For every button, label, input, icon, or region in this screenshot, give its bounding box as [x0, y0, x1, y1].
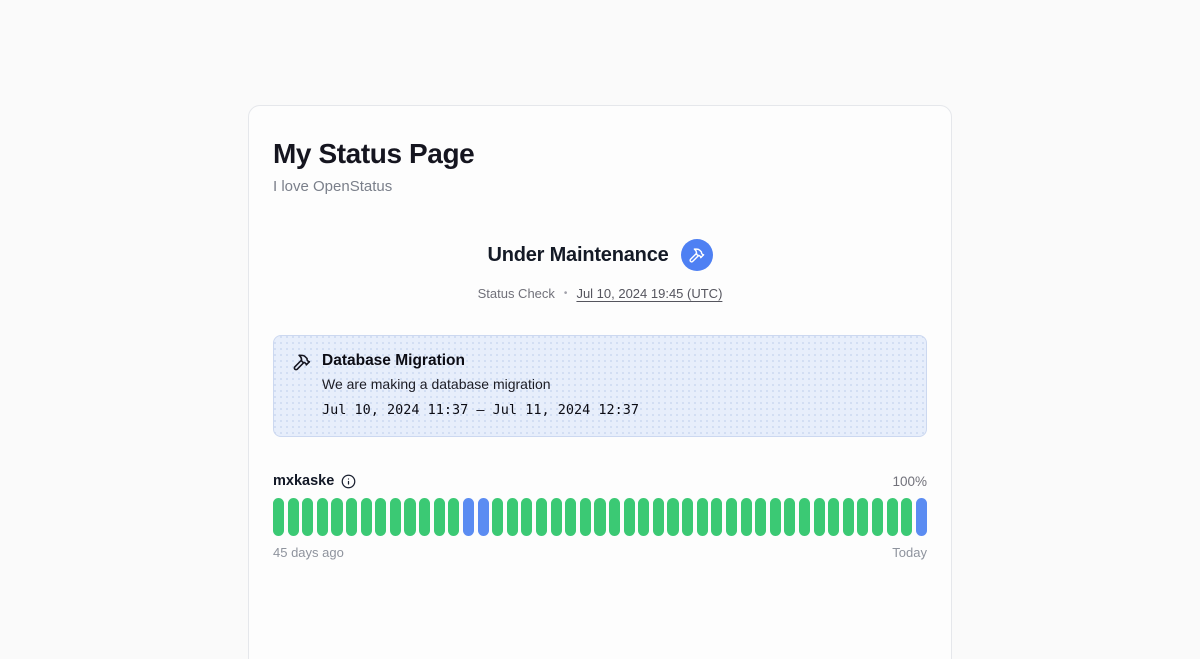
uptime-bar-operational[interactable]: [579, 498, 591, 536]
status-page-card: My Status Page I love OpenStatus Under M…: [248, 105, 952, 659]
status-timestamp-link[interactable]: Jul 10, 2024 19:45 (UTC): [576, 286, 723, 301]
uptime-bar-operational[interactable]: [565, 498, 577, 536]
uptime-bar-operational[interactable]: [331, 498, 343, 536]
uptime-bar-operational[interactable]: [784, 498, 796, 536]
uptime-bar-operational[interactable]: [667, 498, 679, 536]
uptime-bar-operational[interactable]: [769, 498, 781, 536]
tracker-title-group: mxkaske: [273, 473, 356, 489]
uptime-bar-operational[interactable]: [316, 498, 328, 536]
maintenance-banner-content: Database Migration We are making a datab…: [322, 352, 639, 418]
uptime-bar-operational[interactable]: [886, 498, 898, 536]
uptime-bar-operational[interactable]: [857, 498, 869, 536]
uptime-bar-operational[interactable]: [813, 498, 825, 536]
status-heading: Under Maintenance: [487, 243, 669, 266]
uptime-bar-maintenance[interactable]: [915, 498, 927, 536]
uptime-bar-operational[interactable]: [535, 498, 548, 536]
uptime-bar-operational[interactable]: [302, 498, 314, 536]
uptime-bar-operational[interactable]: [798, 498, 811, 536]
uptime-bar-operational[interactable]: [652, 498, 664, 536]
monitor-tracker: mxkaske 100% 45 days ago Today: [273, 473, 927, 560]
uptime-percentage: 100%: [892, 473, 927, 489]
uptime-bar-operational[interactable]: [711, 498, 723, 536]
uptime-bar-operational[interactable]: [725, 498, 737, 536]
hammer-icon: [688, 247, 705, 264]
uptime-bar-operational[interactable]: [901, 498, 913, 536]
tracker-footer: 45 days ago Today: [273, 545, 927, 560]
uptime-bar-operational[interactable]: [360, 498, 372, 536]
maintenance-period: Jul 10, 2024 11:37 – Jul 11, 2024 12:37: [322, 402, 639, 418]
uptime-bar-operational[interactable]: [287, 498, 299, 536]
uptime-bar-operational[interactable]: [594, 498, 606, 536]
status-check-label: Status Check: [477, 286, 555, 301]
uptime-bar-operational[interactable]: [448, 498, 460, 536]
page-subtitle: I love OpenStatus: [273, 178, 393, 195]
page-title: My Status Page: [273, 138, 475, 169]
status-badge: [680, 239, 713, 271]
uptime-bar-operational[interactable]: [682, 498, 694, 536]
range-start-label: 45 days ago: [273, 545, 344, 560]
uptime-bar-operational[interactable]: [623, 498, 635, 536]
status-heading-row: Under Maintenance: [487, 239, 713, 271]
uptime-bar-operational[interactable]: [638, 498, 650, 536]
maintenance-banner: Database Migration We are making a datab…: [273, 335, 927, 437]
uptime-bar-operational[interactable]: [273, 498, 285, 536]
separator-dot: •: [563, 288, 568, 299]
status-meta: Status Check • Jul 10, 2024 19:45 (UTC): [273, 286, 927, 301]
maintenance-message: We are making a database migration: [322, 376, 551, 392]
uptime-bar-operational[interactable]: [404, 498, 416, 536]
uptime-bar-operational[interactable]: [609, 498, 621, 536]
uptime-bar-operational[interactable]: [755, 498, 767, 536]
hammer-icon: [292, 353, 311, 418]
uptime-bar-operational[interactable]: [346, 498, 358, 536]
uptime-bar-operational[interactable]: [828, 498, 840, 536]
uptime-bar-maintenance[interactable]: [462, 498, 475, 536]
uptime-bar-operational[interactable]: [550, 498, 562, 536]
maintenance-title: Database Migration: [322, 352, 465, 369]
uptime-bar-operational[interactable]: [696, 498, 708, 536]
uptime-bar-operational[interactable]: [492, 498, 504, 536]
uptime-bar-operational[interactable]: [419, 498, 431, 536]
current-status-section: Under Maintenance Status Check • Jul 10,…: [273, 239, 927, 301]
uptime-bar-operational[interactable]: [871, 498, 884, 536]
uptime-bar-maintenance[interactable]: [477, 498, 489, 536]
uptime-bar-operational[interactable]: [433, 498, 445, 536]
uptime-bar-operational[interactable]: [389, 498, 401, 536]
uptime-bar-operational[interactable]: [506, 498, 518, 536]
monitor-name: mxkaske: [273, 473, 335, 489]
uptime-bar-operational[interactable]: [740, 498, 752, 536]
tracker-header: mxkaske 100%: [273, 473, 927, 489]
range-end-label: Today: [892, 545, 927, 560]
uptime-bar-operational[interactable]: [375, 498, 387, 536]
uptime-tracker: [273, 498, 927, 536]
uptime-bar-operational[interactable]: [521, 498, 533, 536]
info-icon[interactable]: [341, 474, 356, 489]
uptime-bar-operational[interactable]: [842, 498, 854, 536]
